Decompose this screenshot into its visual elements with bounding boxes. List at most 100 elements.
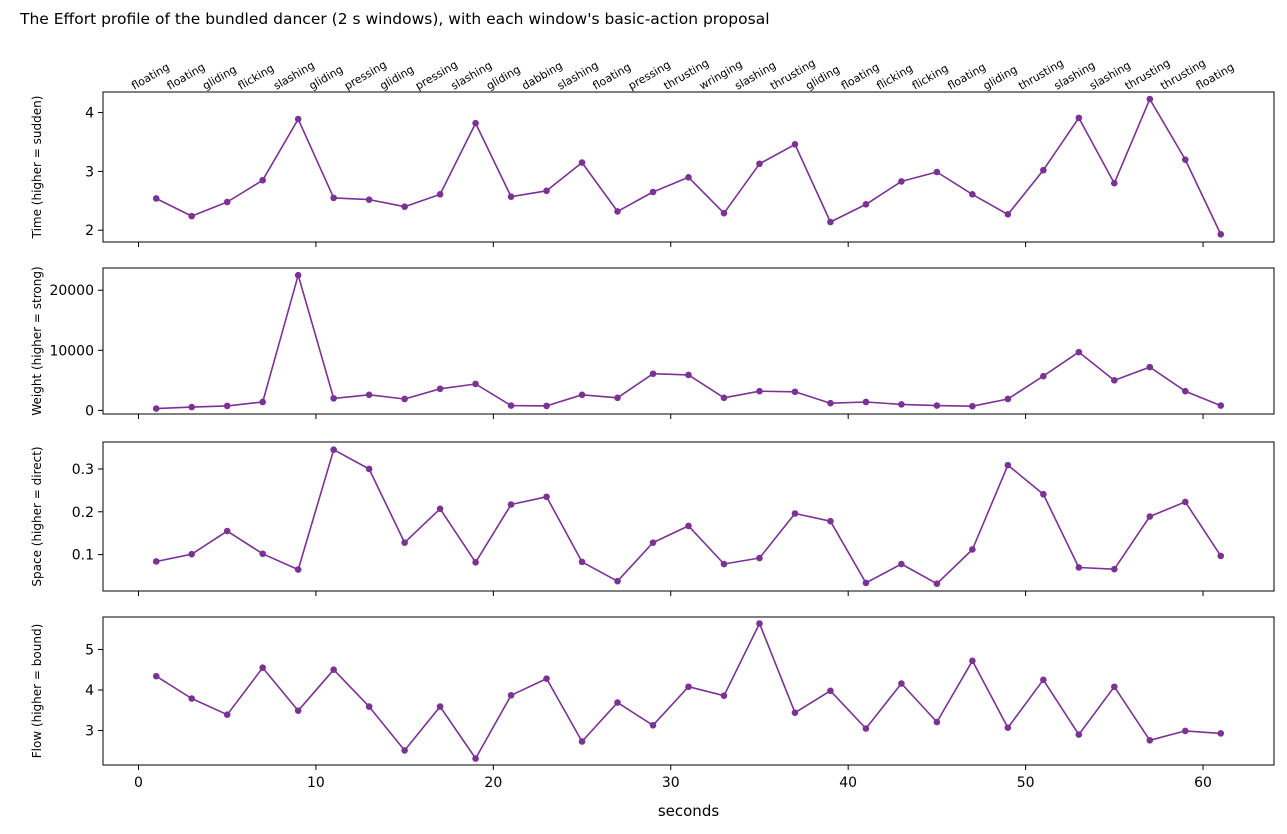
data-point-3-29 [1181, 727, 1189, 735]
data-point-0-18 [791, 141, 799, 148]
data-point-3-0 [152, 672, 160, 680]
data-point-1-29 [1181, 387, 1189, 395]
data-point-0-25 [1040, 166, 1047, 174]
data-point-2-1 [188, 550, 196, 558]
data-point-1-13 [614, 394, 621, 402]
data-point-0-23 [969, 191, 976, 198]
data-point-1-9 [472, 380, 479, 388]
data-point-2-30 [1217, 552, 1225, 560]
data-point-1-2 [223, 402, 231, 410]
data-point-1-4 [294, 271, 302, 279]
data-point-0-2 [223, 198, 231, 206]
series-line-3 [155, 622, 1221, 760]
data-point-0-29 [1181, 156, 1189, 163]
data-point-2-9 [472, 559, 479, 566]
data-point-1-15 [685, 371, 692, 379]
action-label-3: flicking [236, 62, 277, 93]
figure-title: The Effort profile of the bundled dancer… [20, 10, 770, 28]
y-tick-label-0-1: 3 [85, 164, 94, 180]
data-point-0-20 [862, 201, 870, 208]
data-point-3-1 [188, 695, 196, 702]
data-point-2-22 [933, 580, 941, 588]
data-point-1-20 [862, 398, 870, 406]
data-point-3-11 [543, 675, 550, 682]
data-point-2-27 [1111, 565, 1118, 573]
data-point-3-25 [1040, 676, 1047, 684]
y-axis-label-0: Time (higher = sudden) [30, 96, 44, 240]
data-point-0-14 [649, 188, 657, 196]
data-point-3-7 [401, 747, 408, 754]
y-tick-label-0-0: 2 [85, 223, 94, 239]
data-point-3-27 [1111, 683, 1118, 691]
data-point-0-9 [472, 119, 479, 127]
data-point-1-23 [969, 402, 976, 410]
data-point-3-17 [756, 620, 763, 627]
data-point-1-27 [1111, 377, 1118, 384]
data-point-3-23 [969, 657, 976, 665]
data-point-2-13 [614, 577, 621, 585]
data-point-1-14 [649, 370, 657, 378]
data-point-3-4 [294, 707, 302, 714]
action-label-0: floating [129, 60, 172, 92]
data-point-1-1 [188, 403, 196, 411]
data-point-0-30 [1217, 231, 1225, 238]
data-point-2-4 [294, 566, 302, 573]
data-point-3-28 [1146, 736, 1154, 744]
data-point-1-3 [259, 398, 266, 406]
data-point-2-15 [685, 522, 692, 530]
data-point-2-20 [862, 579, 870, 587]
data-point-2-6 [365, 465, 373, 473]
data-point-2-5 [330, 446, 337, 454]
series-line-0 [155, 98, 1222, 235]
data-point-2-29 [1181, 498, 1189, 506]
data-point-0-27 [1111, 179, 1118, 187]
data-point-2-7 [401, 539, 408, 546]
data-point-2-0 [152, 558, 160, 565]
data-point-2-23 [969, 546, 976, 553]
action-label-22: flicking [910, 62, 951, 93]
data-point-1-10 [507, 402, 515, 409]
data-point-0-28 [1146, 95, 1154, 103]
data-point-1-0 [152, 405, 160, 412]
action-label-1: floating [165, 60, 208, 92]
data-point-0-4 [294, 115, 302, 123]
data-point-0-16 [720, 209, 728, 217]
x-tick-label-1: 10 [307, 775, 325, 791]
data-point-3-24 [1004, 724, 1012, 731]
data-point-0-6 [365, 196, 373, 203]
y-tick-label-1-0: 0 [85, 403, 94, 419]
data-point-3-19 [827, 687, 834, 695]
data-point-2-11 [543, 493, 550, 501]
data-point-2-25 [1040, 490, 1047, 498]
data-point-3-6 [365, 703, 373, 710]
series-line-2 [156, 448, 1222, 585]
panel-frame-0 [102, 91, 1275, 243]
x-tick-label-2: 20 [484, 775, 502, 791]
y-tick-label-3-2: 5 [85, 642, 94, 658]
series-line-1 [156, 274, 1222, 410]
action-label-21: flicking [874, 62, 915, 93]
data-point-0-13 [614, 208, 621, 215]
data-point-0-1 [188, 212, 196, 220]
panel-frame-3 [102, 616, 1275, 766]
panel-frame-1 [102, 267, 1275, 415]
y-tick-label-1-2: 20000 [49, 283, 94, 299]
data-point-3-15 [685, 683, 692, 691]
data-point-3-18 [791, 709, 799, 716]
data-point-2-21 [898, 560, 905, 568]
data-point-0-10 [507, 193, 515, 201]
data-point-3-8 [436, 703, 444, 710]
data-point-0-12 [578, 159, 586, 166]
data-point-2-17 [756, 554, 763, 562]
data-point-0-0 [152, 195, 160, 202]
data-point-1-30 [1217, 402, 1225, 409]
data-point-2-3 [259, 550, 266, 558]
data-point-0-19 [827, 218, 834, 226]
data-point-3-22 [933, 718, 941, 726]
data-point-1-18 [791, 388, 799, 396]
data-point-0-17 [756, 160, 763, 168]
x-tick-label-4: 40 [839, 775, 857, 791]
data-point-3-12 [578, 738, 586, 745]
data-point-1-8 [436, 385, 444, 393]
